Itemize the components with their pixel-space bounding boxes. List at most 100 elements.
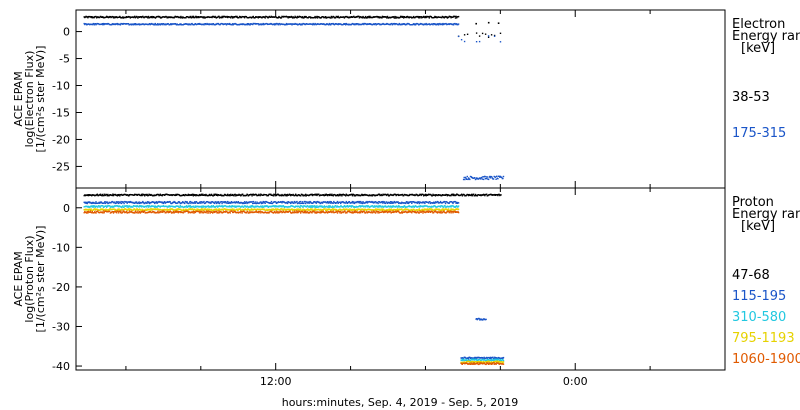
data-point bbox=[87, 194, 89, 196]
data-point bbox=[151, 211, 153, 213]
data-point bbox=[198, 201, 201, 203]
data-point bbox=[120, 200, 122, 203]
data-point bbox=[157, 23, 159, 25]
data-point bbox=[456, 205, 458, 207]
data-point bbox=[408, 17, 410, 19]
data-point bbox=[104, 209, 107, 211]
data-point bbox=[366, 200, 368, 203]
data-point bbox=[232, 211, 234, 214]
data-point bbox=[368, 15, 370, 18]
legend-title-line: Energy ran bbox=[732, 29, 800, 44]
data-point bbox=[486, 359, 488, 361]
data-point bbox=[345, 206, 347, 208]
plot-frame bbox=[75, 187, 726, 371]
data-point bbox=[136, 208, 138, 210]
data-point bbox=[109, 210, 111, 212]
data-point bbox=[378, 206, 380, 208]
data-point bbox=[193, 23, 196, 26]
data-point bbox=[160, 211, 163, 213]
data-point bbox=[398, 210, 400, 212]
data-point bbox=[215, 23, 218, 26]
data-point bbox=[210, 205, 213, 207]
data-point bbox=[475, 32, 478, 34]
data-point bbox=[440, 209, 442, 211]
data-point bbox=[484, 362, 486, 365]
data-point bbox=[232, 23, 234, 25]
data-point bbox=[203, 208, 206, 210]
data-point bbox=[223, 194, 225, 197]
data-point bbox=[275, 201, 277, 203]
data-point bbox=[310, 208, 312, 210]
data-point bbox=[126, 209, 128, 211]
data-point bbox=[101, 201, 103, 204]
data-point bbox=[112, 194, 115, 197]
data-point bbox=[364, 15, 367, 18]
data-point bbox=[336, 206, 338, 208]
data-point bbox=[418, 205, 420, 207]
data-point bbox=[138, 209, 140, 211]
data-point bbox=[240, 195, 242, 197]
legend-title-line: [keV] bbox=[741, 41, 775, 56]
data-point bbox=[187, 24, 190, 26]
data-point bbox=[217, 16, 219, 18]
data-point bbox=[130, 208, 133, 211]
data-point bbox=[107, 16, 109, 18]
data-point bbox=[132, 24, 135, 26]
data-point bbox=[128, 211, 130, 214]
data-point bbox=[354, 23, 357, 25]
data-point bbox=[377, 202, 379, 205]
data-point bbox=[427, 210, 429, 212]
data-point bbox=[316, 194, 318, 197]
data-point bbox=[112, 17, 115, 19]
data-point bbox=[110, 202, 112, 204]
data-point bbox=[261, 206, 263, 208]
data-point bbox=[325, 201, 327, 203]
data-point bbox=[281, 206, 283, 208]
data-point bbox=[315, 208, 317, 210]
data-point bbox=[393, 17, 395, 19]
data-point bbox=[204, 208, 206, 210]
data-point bbox=[404, 202, 407, 205]
data-point bbox=[376, 206, 379, 208]
data-point bbox=[445, 16, 447, 18]
data-point bbox=[99, 202, 101, 204]
data-point bbox=[434, 210, 437, 212]
data-point bbox=[244, 202, 246, 204]
data-point bbox=[87, 201, 89, 203]
data-point bbox=[212, 195, 215, 197]
y-tick-label: -20 bbox=[52, 133, 70, 146]
data-point bbox=[347, 209, 349, 211]
data-point bbox=[127, 205, 129, 207]
legend-entry-795-1193: 795-1193 bbox=[732, 331, 795, 346]
data-point bbox=[479, 363, 481, 365]
data-point bbox=[207, 201, 209, 203]
data-point bbox=[320, 17, 322, 19]
data-point bbox=[312, 22, 314, 25]
data-point bbox=[198, 202, 200, 204]
data-point bbox=[363, 23, 365, 26]
data-point bbox=[276, 212, 279, 214]
data-point bbox=[474, 177, 476, 179]
data-point bbox=[243, 209, 246, 211]
data-point bbox=[424, 209, 426, 211]
data-point bbox=[406, 23, 408, 26]
data-point bbox=[336, 200, 339, 203]
data-point bbox=[419, 193, 422, 196]
data-point bbox=[301, 202, 303, 204]
data-point bbox=[428, 202, 430, 204]
data-point bbox=[440, 210, 442, 213]
data-point bbox=[285, 194, 288, 196]
data-point bbox=[442, 194, 445, 196]
data-point bbox=[330, 15, 332, 18]
data-point bbox=[320, 202, 322, 205]
data-point bbox=[273, 23, 275, 25]
data-point bbox=[268, 15, 271, 18]
data-point bbox=[175, 211, 177, 213]
data-point bbox=[313, 201, 316, 203]
data-point bbox=[482, 358, 484, 360]
data-point bbox=[198, 205, 201, 208]
data-point bbox=[421, 210, 424, 212]
data-point bbox=[187, 210, 189, 213]
data-point bbox=[190, 206, 192, 208]
data-point bbox=[318, 201, 321, 204]
